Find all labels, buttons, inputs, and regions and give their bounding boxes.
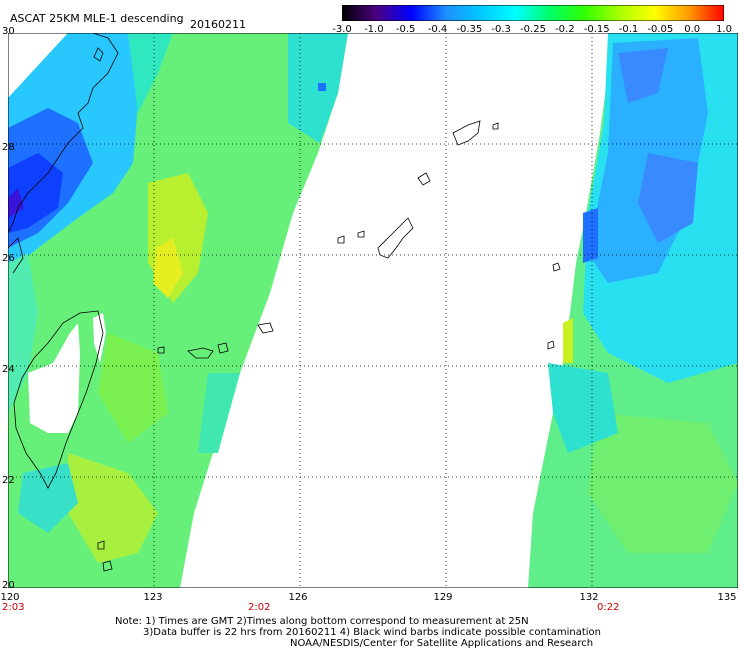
colorbar-tick-label: -0.35 bbox=[456, 24, 483, 35]
coast-taiwan bbox=[13, 310, 104, 489]
lat-label-20: 20 bbox=[2, 580, 15, 591]
colorbar-bar bbox=[341, 4, 725, 22]
colorbar-tick-label: -0.15 bbox=[583, 24, 610, 35]
colorbar-tick-label: -0.4 bbox=[427, 24, 448, 35]
lon-label-126: 126 bbox=[288, 592, 308, 603]
map-date: 20160211 bbox=[190, 18, 246, 31]
colorbar-tick-label: -0.1 bbox=[618, 24, 639, 35]
colorbar-tick-label: -0.3 bbox=[491, 24, 511, 35]
colorbar bbox=[341, 4, 725, 22]
coast-okinawa bbox=[377, 217, 414, 259]
pass-time-left: 2:03 bbox=[2, 602, 25, 613]
lon-label-123: 123 bbox=[143, 592, 163, 603]
colorbar-tick-label: -0.25 bbox=[520, 24, 546, 35]
data-gap-taiwan bbox=[28, 323, 80, 433]
note-line-3: NOAA/NESDIS/Center for Satellite Applica… bbox=[290, 638, 594, 649]
pass-time-middle: 2:02 bbox=[248, 602, 271, 613]
colorbar-tick-label: -0.05 bbox=[647, 24, 674, 35]
lat-label-24: 24 bbox=[2, 364, 15, 375]
coastlines bbox=[8, 33, 561, 572]
colorbar-tick-label: -0.5 bbox=[395, 24, 416, 35]
note-line-1: Note: 1) Times are GMT 2)Times along bot… bbox=[115, 616, 529, 627]
lon-label-132: 132 bbox=[579, 592, 599, 603]
swath-right bbox=[528, 33, 738, 588]
colorbar-gradient bbox=[341, 4, 725, 22]
lat-label-26: 26 bbox=[2, 253, 15, 264]
grid-lines bbox=[8, 33, 738, 588]
lon-label-120: 120 bbox=[0, 592, 20, 603]
colorbar-tick-label: -0.2 bbox=[555, 24, 575, 35]
lat-label-22: 22 bbox=[2, 475, 15, 486]
lon-label-129: 129 bbox=[433, 592, 453, 603]
lat-label-28: 28 bbox=[2, 142, 15, 153]
colorbar-labels: -3.0 -1.0 -0.5 -0.4 -0.35 -0.3 -0.25 -0.2 -0.15-… bbox=[327, 24, 740, 38]
colorbar-tick-label: 0.0 bbox=[684, 24, 701, 35]
map-title: ASCAT 25KM MLE-1 descending bbox=[10, 12, 184, 25]
colorbar-tick-label: 1.0 bbox=[716, 24, 732, 35]
note-line-2: 3)Data buffer is 22 hrs from 20160211 4)… bbox=[143, 627, 601, 638]
map-panel bbox=[8, 33, 738, 588]
lon-label-135: 135 bbox=[717, 592, 737, 603]
pass-time-right: 0:22 bbox=[597, 602, 620, 613]
colorbar-tick-label: -3.0 bbox=[332, 24, 352, 35]
lat-label-30: 30 bbox=[2, 26, 15, 37]
colorbar-tick-label: -1.0 bbox=[364, 24, 384, 35]
swath-left bbox=[8, 33, 348, 588]
